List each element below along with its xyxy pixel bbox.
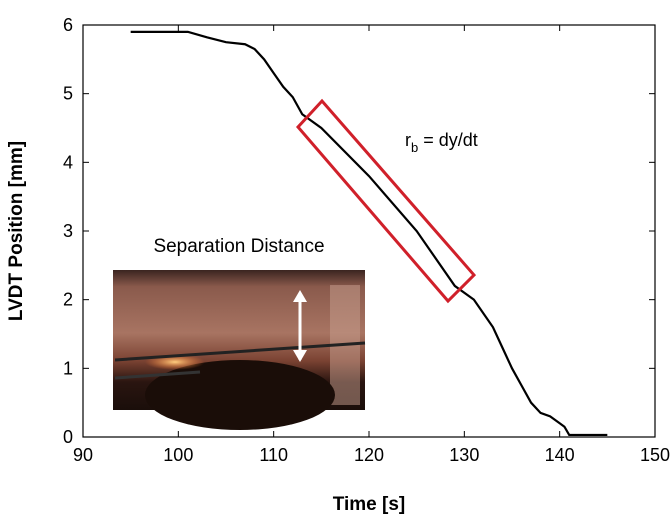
y-tick-label: 6 — [63, 15, 73, 35]
annotation-text: = dy/dt — [423, 130, 478, 150]
y-axis-label: LVDT Position [mm] — [6, 141, 27, 321]
y-tick-label: 0 — [63, 427, 73, 447]
x-tick-label: 90 — [73, 445, 93, 465]
x-tick-label: 130 — [449, 445, 479, 465]
x-tick-label: 100 — [163, 445, 193, 465]
x-tick-label: 150 — [640, 445, 670, 465]
y-tick-label: 3 — [63, 221, 73, 241]
y-tick-label: 2 — [63, 290, 73, 310]
highlight-box — [295, 98, 477, 304]
inset-photo: Separation Distance — [113, 236, 366, 430]
x-tick-label: 110 — [259, 445, 288, 465]
y-tick-label: 1 — [63, 358, 73, 378]
data-line — [130, 30, 608, 437]
inset-label: Separation Distance — [153, 236, 324, 257]
annotation-base: r — [405, 130, 411, 150]
annotation: rb = dy/dt — [405, 130, 478, 155]
x-tick-label: 140 — [545, 445, 575, 465]
annotation-subscript: b — [411, 140, 418, 155]
y-tick-label: 5 — [63, 84, 73, 104]
y-tick-label: 4 — [63, 152, 73, 172]
x-tick-label: 120 — [354, 445, 384, 465]
x-axis-label: Time [s] — [333, 494, 406, 515]
